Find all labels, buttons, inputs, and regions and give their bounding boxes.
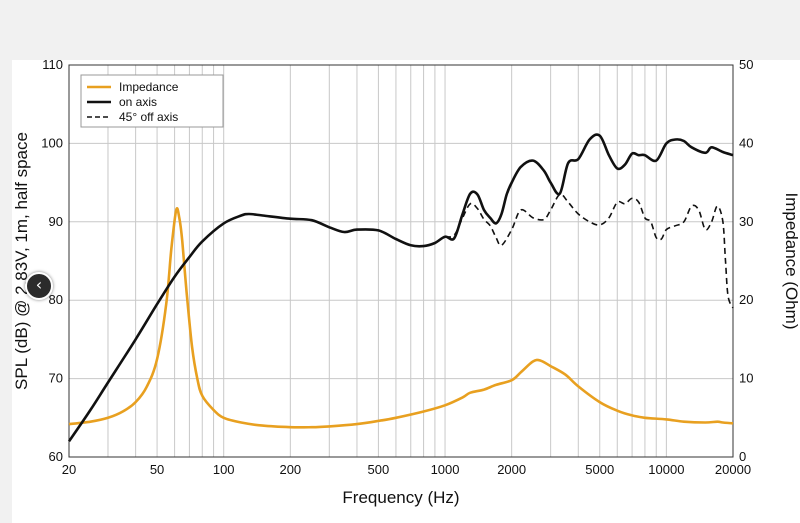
y-tick-label: 90: [49, 214, 63, 229]
x-tick-label: 2000: [497, 462, 526, 477]
x-tick-label: 5000: [585, 462, 614, 477]
chart-frame: 20 50 100 200 500 1000 2000 5000 10000 20000 60 70 8…: [12, 60, 800, 523]
series-line-impedance: [68, 207, 734, 429]
y-axis-label: SPL (dB) @ 2.83V, 1m, half space: [12, 132, 31, 390]
y-right-tick-label: 10: [739, 371, 753, 386]
chevron-left-icon: ‹: [35, 275, 43, 294]
y-tick-label: 80: [49, 292, 63, 307]
y-right-tick-label: 30: [739, 214, 753, 229]
x-tick-label: 100: [213, 462, 235, 477]
y-tick-label: 70: [49, 371, 63, 386]
y-tick-label: 100: [41, 135, 63, 150]
y-axis-right-label: Impedance (Ohm): [782, 193, 800, 330]
previous-image-button[interactable]: ‹: [25, 272, 53, 300]
plot-border: [68, 64, 734, 458]
x-tick-label: 20000: [715, 462, 751, 477]
x-axis-label: Frequency (Hz): [342, 488, 459, 507]
tick-labels: 20 50 100 200 500 1000 2000 5000 10000 2000060708…: [41, 60, 753, 477]
x-tick-label: 500: [368, 462, 390, 477]
y-right-tick-label: 40: [739, 135, 753, 150]
x-tick-label: 200: [279, 462, 301, 477]
legend-label: on axis: [119, 95, 157, 109]
series-line-off-axis: [444, 193, 734, 309]
y-tick-label: 60: [49, 449, 63, 464]
legend-label: 45° off axis: [119, 110, 178, 124]
chart: 20 50 100 200 500 1000 2000 5000 10000 2000060708…: [12, 60, 800, 507]
series-lines: [67, 133, 734, 443]
x-tick-label: 1000: [431, 462, 460, 477]
series-line-on-axis: [67, 133, 734, 443]
x-tick-label: 50: [150, 462, 164, 477]
y-right-tick-label: 0: [739, 449, 746, 464]
y-right-tick-label: 20: [739, 292, 753, 307]
legend-label: Impedance: [119, 80, 179, 94]
x-tick-label: 20: [62, 462, 76, 477]
y-tick-label: 110: [42, 60, 63, 72]
x-tick-label: 10000: [648, 462, 684, 477]
y-right-tick-label: 50: [739, 60, 753, 72]
